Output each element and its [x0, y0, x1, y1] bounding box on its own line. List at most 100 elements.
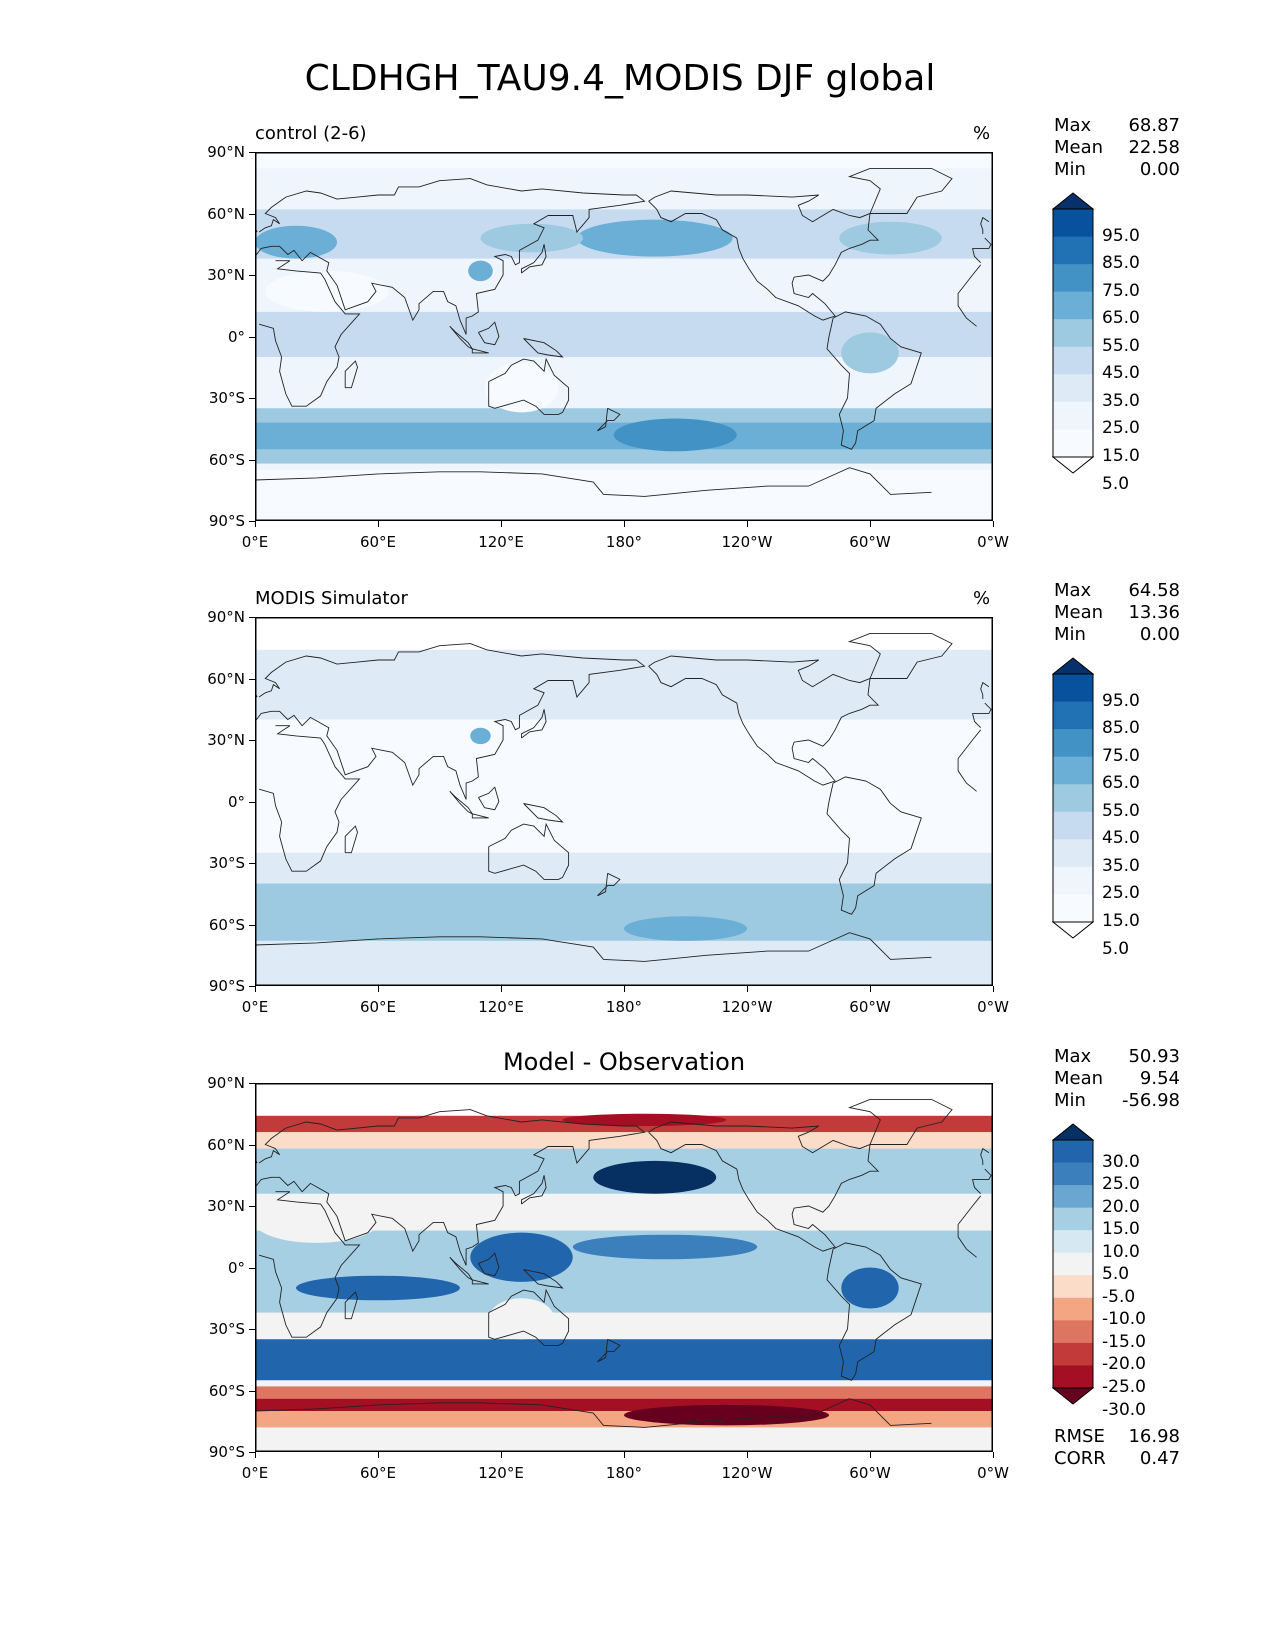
- lon-tick-mark: [870, 521, 871, 527]
- field-blob-sahara: [265, 271, 388, 312]
- lat-tick-label: 90°N: [185, 1074, 245, 1092]
- lat-tick-mark: [249, 1083, 255, 1084]
- colorbar-tick-label: -5.0: [1102, 1287, 1135, 1307]
- stat-label: Min: [1054, 624, 1086, 646]
- colorbar-segment: [1053, 674, 1093, 702]
- lat-tick-mark: [249, 1145, 255, 1146]
- colorbar-segment: [1053, 1275, 1093, 1298]
- lon-tick-mark: [624, 986, 625, 992]
- field-band-subarctic: [255, 1132, 993, 1148]
- lon-tick-mark: [378, 521, 379, 527]
- lon-tick-label: 120°W: [707, 533, 787, 551]
- lat-tick-mark: [249, 1329, 255, 1330]
- map-obs: [255, 617, 993, 986]
- lon-tick-mark: [255, 521, 256, 527]
- stat-row-min: Min0.00: [1054, 159, 1180, 181]
- lat-tick-label: 90°S: [185, 977, 245, 995]
- colorbar-segment: [1053, 702, 1093, 730]
- lon-tick-mark: [870, 986, 871, 992]
- colorbar-segment: [1053, 1140, 1093, 1163]
- field-band-arctic: [255, 152, 993, 168]
- stat-row-max: Max68.87: [1054, 115, 1180, 137]
- colorbar-extend-top: [1053, 193, 1093, 209]
- field-blob-spacific: [614, 419, 737, 452]
- lat-tick-label: 60°S: [185, 451, 245, 469]
- stat-value: 0.00: [1140, 159, 1180, 181]
- field-band-antarctic: [255, 1411, 993, 1427]
- lon-tick-mark: [378, 986, 379, 992]
- lon-tick-label: 60°W: [830, 533, 910, 551]
- stats-block: Max68.87Mean22.58Min0.00: [1054, 115, 1180, 181]
- colorbar-tick-label: 45.0: [1102, 828, 1140, 848]
- colorbar-tick-label: 95.0: [1102, 226, 1140, 246]
- colorbar-tick-label: 75.0: [1102, 281, 1140, 301]
- lon-tick-label: 60°W: [830, 998, 910, 1016]
- stat-row-corr: CORR0.47: [1054, 1448, 1180, 1470]
- units-label: %: [973, 123, 990, 144]
- colorbar-tick-label: 55.0: [1102, 336, 1140, 356]
- lat-tick-mark: [249, 802, 255, 803]
- colorbar-tick-label: 25.0: [1102, 418, 1140, 438]
- lon-tick-label: 180°: [584, 533, 664, 551]
- lat-tick-mark: [249, 398, 255, 399]
- colorbar-tick-label: -25.0: [1102, 1377, 1146, 1397]
- colorbar-segment: [1053, 867, 1093, 895]
- colorbar-segment: [1053, 374, 1093, 402]
- lat-tick-label: 30°S: [185, 389, 245, 407]
- colorbar-segment: [1053, 237, 1093, 265]
- field-blob-itcz: [573, 1235, 758, 1260]
- colorbar-segment: [1053, 1320, 1093, 1343]
- stat-value: -56.98: [1122, 1090, 1180, 1112]
- lat-tick-mark: [249, 740, 255, 741]
- stat-label: Min: [1054, 1090, 1086, 1112]
- lat-tick-label: 90°N: [185, 143, 245, 161]
- lon-tick-label: 120°E: [461, 998, 541, 1016]
- field-blob-china: [468, 261, 493, 282]
- lat-tick-mark: [249, 1391, 255, 1392]
- stat-row-mean: Mean22.58: [1054, 137, 1180, 159]
- stat-value: 0.00: [1140, 624, 1180, 646]
- stats-block: Max50.93Mean9.54Min-56.98: [1054, 1046, 1180, 1112]
- colorbar-svg: [1052, 657, 1094, 939]
- map-plot: [255, 152, 993, 521]
- lon-tick-mark: [747, 521, 748, 527]
- colorbar: [1052, 657, 1092, 937]
- field-blob-china: [470, 728, 491, 744]
- field-band-sh-blue: [255, 1339, 993, 1380]
- map-plot: [255, 617, 993, 986]
- colorbar-tick-label: 85.0: [1102, 718, 1140, 738]
- units-label: %: [973, 588, 990, 609]
- field-band-antarctic: [255, 941, 993, 986]
- colorbar-segment: [1053, 1208, 1093, 1231]
- field-blob-npacific: [593, 1161, 716, 1194]
- colorbar-svg: [1052, 1123, 1094, 1405]
- colorbar-segment: [1053, 1343, 1093, 1366]
- lon-tick-label: 0°W: [953, 998, 1033, 1016]
- field-blob-amazon: [841, 1268, 898, 1309]
- lat-tick-label: 90°S: [185, 1443, 245, 1461]
- stat-row-max: Max50.93: [1054, 1046, 1180, 1068]
- map-plot: [255, 1083, 993, 1452]
- lon-tick-mark: [993, 521, 994, 527]
- stat-value: 68.87: [1128, 115, 1180, 137]
- colorbar-tick-label: 25.0: [1102, 883, 1140, 903]
- lat-tick-label: 60°N: [185, 205, 245, 223]
- field-band-sh-red: [255, 1386, 993, 1398]
- colorbar-tick-label: 5.0: [1102, 474, 1129, 494]
- field-band-sh-darkred: [255, 1399, 993, 1411]
- lon-tick-label: 180°: [584, 998, 664, 1016]
- lat-tick-label: 30°N: [185, 1197, 245, 1215]
- stat-value: 13.36: [1128, 602, 1180, 624]
- lat-tick-label: 30°N: [185, 731, 245, 749]
- colorbar-segment: [1053, 1298, 1093, 1321]
- field-blob-wpacific: [481, 224, 584, 253]
- colorbar-segment: [1053, 839, 1093, 867]
- contour-field: [255, 617, 993, 986]
- lat-tick-mark: [249, 679, 255, 680]
- colorbar-segment: [1053, 784, 1093, 812]
- stat-value: 9.54: [1140, 1068, 1180, 1090]
- colorbar: [1052, 192, 1092, 472]
- lon-tick-label: 120°W: [707, 998, 787, 1016]
- colorbar-segment: [1053, 757, 1093, 785]
- lat-tick-label: 60°N: [185, 670, 245, 688]
